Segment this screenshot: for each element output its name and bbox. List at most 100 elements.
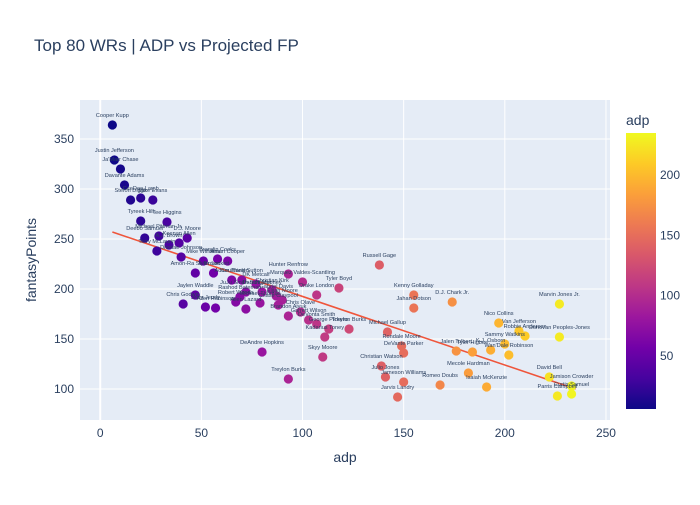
data-point[interactable] bbox=[566, 381, 577, 391]
data-point[interactable] bbox=[148, 195, 158, 205]
point-label: Chris Olave bbox=[286, 300, 315, 306]
data-point[interactable] bbox=[164, 240, 174, 250]
data-point[interactable] bbox=[223, 256, 233, 266]
data-point[interactable] bbox=[174, 238, 184, 248]
data-point[interactable] bbox=[552, 391, 563, 401]
point-label: Jameson Williams bbox=[381, 370, 426, 376]
y-tick-label: 200 bbox=[54, 282, 74, 296]
colorbar-tick-label: 100 bbox=[660, 289, 680, 303]
data-point[interactable] bbox=[504, 350, 514, 360]
point-label: Chris Godwin bbox=[166, 292, 200, 298]
data-point[interactable] bbox=[320, 332, 330, 342]
data-point[interactable] bbox=[115, 164, 126, 174]
point-label: Allen Lazard bbox=[230, 297, 261, 303]
data-point[interactable] bbox=[176, 252, 186, 262]
point-label: Amon-Ra St. Brown bbox=[171, 261, 220, 267]
data-point[interactable] bbox=[486, 345, 496, 355]
data-point[interactable] bbox=[162, 217, 172, 227]
data-point[interactable] bbox=[500, 339, 510, 349]
data-point[interactable] bbox=[178, 299, 188, 309]
data-point[interactable] bbox=[297, 277, 308, 287]
data-point[interactable] bbox=[409, 303, 419, 313]
data-point[interactable] bbox=[210, 303, 221, 313]
data-point[interactable] bbox=[318, 352, 328, 362]
data-point[interactable] bbox=[463, 368, 473, 378]
data-point[interactable] bbox=[136, 216, 146, 226]
data-point[interactable] bbox=[520, 331, 530, 341]
data-point[interactable] bbox=[494, 318, 504, 328]
point-label: Mecole Hardman bbox=[447, 361, 490, 367]
data-point[interactable] bbox=[190, 268, 200, 278]
data-point[interactable] bbox=[554, 332, 565, 342]
data-point[interactable] bbox=[303, 315, 314, 325]
data-point[interactable] bbox=[283, 374, 293, 384]
data-point[interactable] bbox=[212, 254, 223, 264]
data-point[interactable] bbox=[182, 233, 192, 243]
point-label: D.J. Moore bbox=[174, 226, 201, 232]
data-point[interactable] bbox=[251, 279, 261, 289]
data-point[interactable] bbox=[109, 155, 119, 165]
point-label: Gabriel Davis bbox=[259, 284, 293, 290]
plot-background bbox=[80, 100, 610, 420]
data-point[interactable] bbox=[374, 260, 384, 270]
data-point[interactable] bbox=[125, 195, 136, 205]
data-point[interactable] bbox=[208, 268, 219, 278]
point-label: Kenny Golladay bbox=[394, 283, 434, 289]
data-point[interactable] bbox=[257, 287, 267, 297]
data-point[interactable] bbox=[312, 319, 322, 329]
data-point[interactable] bbox=[241, 287, 251, 297]
data-point[interactable] bbox=[409, 290, 419, 300]
data-point[interactable] bbox=[399, 377, 409, 387]
data-point[interactable] bbox=[136, 193, 146, 203]
data-point[interactable] bbox=[295, 307, 306, 317]
data-point[interactable] bbox=[566, 389, 577, 399]
data-point[interactable] bbox=[241, 304, 251, 314]
data-point[interactable] bbox=[107, 120, 117, 130]
data-point[interactable] bbox=[237, 275, 247, 285]
data-point[interactable] bbox=[397, 341, 407, 351]
data-point[interactable] bbox=[119, 180, 130, 190]
data-point[interactable] bbox=[399, 348, 409, 358]
data-point[interactable] bbox=[283, 311, 293, 321]
data-point[interactable] bbox=[140, 233, 150, 243]
data-point[interactable] bbox=[154, 231, 164, 241]
data-point[interactable] bbox=[235, 292, 245, 302]
point-label: Robbie Anderson bbox=[504, 324, 547, 330]
data-point[interactable] bbox=[334, 283, 344, 293]
point-label: Michael Pittman Jr. bbox=[135, 224, 183, 230]
data-point[interactable] bbox=[380, 372, 391, 382]
point-label: Garrett Wilson bbox=[291, 308, 327, 314]
point-label: Darnell Mooney bbox=[242, 280, 281, 286]
point-label: Michael Gallup bbox=[369, 320, 406, 326]
data-point[interactable] bbox=[467, 347, 478, 357]
data-point[interactable] bbox=[198, 256, 208, 266]
point-label: Marvin Jones Jr. bbox=[539, 292, 580, 298]
data-point[interactable] bbox=[544, 372, 554, 382]
point-label: K.J. Osborn bbox=[476, 338, 506, 344]
point-label: Amari Cooper bbox=[210, 249, 245, 255]
point-label: Jerry Jeudy bbox=[191, 295, 220, 301]
data-point[interactable] bbox=[482, 382, 492, 392]
data-point[interactable] bbox=[435, 380, 445, 390]
data-point[interactable] bbox=[451, 346, 461, 356]
data-point[interactable] bbox=[283, 269, 293, 279]
data-point[interactable] bbox=[190, 290, 200, 300]
data-point[interactable] bbox=[514, 326, 524, 336]
data-point[interactable] bbox=[392, 392, 403, 402]
data-point[interactable] bbox=[554, 299, 565, 309]
point-label: D.J. Chark Jr. bbox=[435, 290, 469, 296]
data-point[interactable] bbox=[255, 298, 265, 308]
data-point[interactable] bbox=[200, 302, 211, 312]
data-point[interactable] bbox=[257, 347, 267, 357]
point-label: Skyy Moore bbox=[308, 345, 338, 351]
data-point[interactable] bbox=[382, 327, 393, 337]
data-point[interactable] bbox=[324, 324, 334, 334]
data-point[interactable] bbox=[227, 275, 237, 285]
data-point[interactable] bbox=[376, 361, 387, 371]
data-point[interactable] bbox=[447, 297, 457, 307]
data-point[interactable] bbox=[152, 246, 162, 256]
data-point[interactable] bbox=[344, 324, 354, 334]
data-point[interactable] bbox=[312, 290, 322, 300]
data-point[interactable] bbox=[273, 300, 283, 310]
